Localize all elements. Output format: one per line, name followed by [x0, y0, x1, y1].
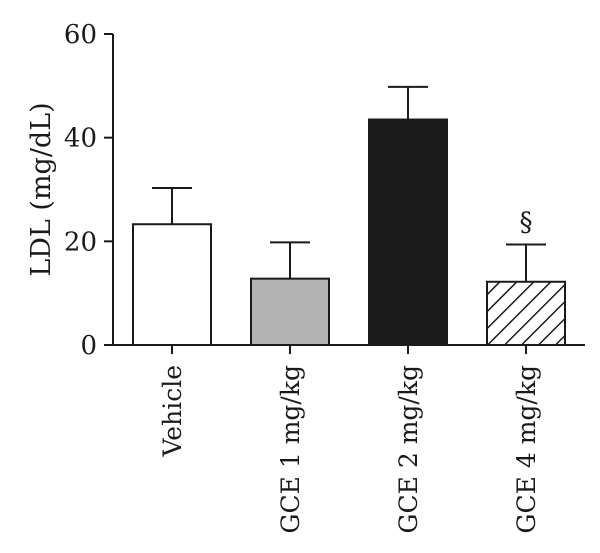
y-axis: 0 20 40 60: [64, 20, 114, 361]
bar: [132, 223, 212, 346]
category-label: Vehicle: [158, 365, 187, 457]
y-tick-label: 60: [64, 20, 97, 50]
y-axis-title: LDL (mg/dL): [26, 102, 57, 276]
y-tick-label: 40: [64, 124, 97, 154]
y-tick-label: 20: [64, 227, 97, 257]
category-label: GCE 4 mg/kg: [512, 365, 541, 533]
bars: §: [132, 85, 566, 347]
y-tick-label: 0: [80, 331, 97, 361]
x-axis: Vehicle GCE 1 mg/kg GCE 2 mg/kg GCE 4 mg/kg: [113, 344, 585, 533]
category-label: GCE 1 mg/kg: [276, 365, 305, 533]
bar: [250, 277, 330, 346]
bar: [368, 118, 448, 347]
bar: [486, 280, 566, 347]
category-label: GCE 2 mg/kg: [394, 365, 423, 533]
significance-marker: §: [520, 207, 533, 237]
